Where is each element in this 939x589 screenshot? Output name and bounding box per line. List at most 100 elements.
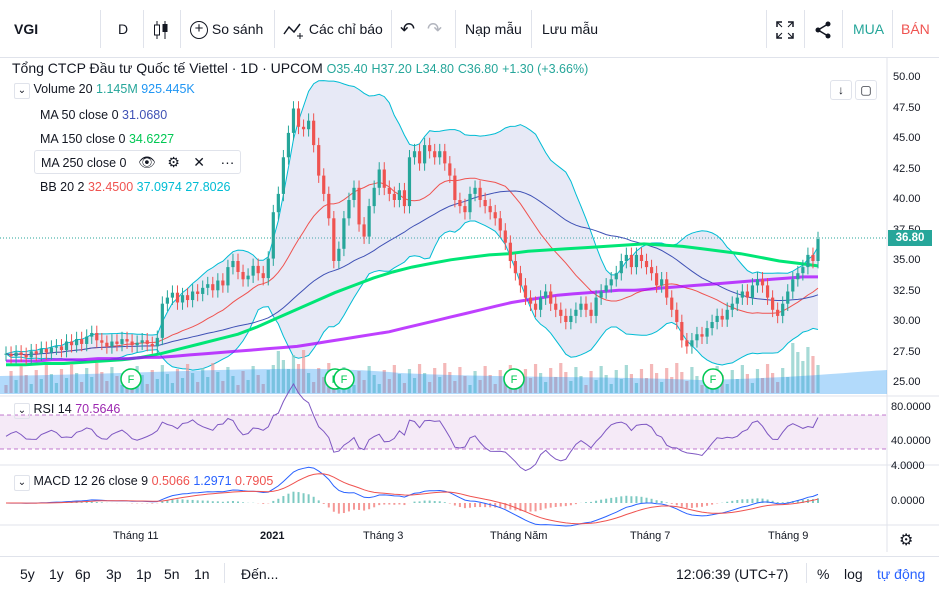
macd-histogram-bar bbox=[438, 501, 441, 503]
macd-histogram-bar bbox=[574, 503, 577, 505]
volume-bar bbox=[362, 380, 366, 393]
buy-button[interactable]: MUA bbox=[853, 21, 885, 37]
macd-histogram-bar bbox=[90, 501, 93, 503]
event-label: F bbox=[511, 374, 518, 386]
candle-body bbox=[276, 193, 280, 213]
candle-body bbox=[564, 315, 568, 322]
price-axis[interactable]: 50.0047.5045.0042.5040.0037.5035.0032.50… bbox=[888, 58, 939, 396]
chart-type-button[interactable] bbox=[152, 14, 170, 44]
event-label: F bbox=[710, 374, 717, 386]
more-icon[interactable]: ··· bbox=[220, 154, 235, 170]
range-5d[interactable]: 5n bbox=[164, 566, 180, 582]
rsi-axis[interactable]: 80.0000 40.0000 bbox=[891, 401, 931, 447]
collapse-legend-icon[interactable]: ⌄ bbox=[14, 83, 30, 99]
candle-body bbox=[665, 279, 669, 298]
legend-ma250[interactable]: MA 250 close 0 👁 ⚙ ✕ ··· bbox=[34, 150, 242, 174]
eye-icon[interactable]: 👁 bbox=[137, 154, 156, 170]
volume-bar bbox=[549, 368, 553, 393]
rsi-label: RSI 14 bbox=[33, 402, 72, 416]
macd-axis[interactable]: 4.0000 0.0000 bbox=[891, 460, 925, 507]
interval-button[interactable]: D bbox=[118, 21, 129, 37]
ohlc-high: H37.20 bbox=[371, 62, 412, 76]
undo-button[interactable]: ↶ bbox=[400, 19, 416, 39]
range-1m[interactable]: 1p bbox=[136, 566, 152, 582]
fullscreen-button[interactable] bbox=[776, 14, 794, 44]
ma250-line bbox=[6, 275, 818, 363]
macd-histogram-bar bbox=[347, 503, 350, 512]
candle-body bbox=[291, 108, 296, 133]
indicators-button[interactable]: Các chỉ báo bbox=[283, 14, 383, 44]
candle-body bbox=[397, 190, 401, 200]
volume-bar bbox=[493, 384, 497, 393]
volume-bar bbox=[251, 366, 255, 393]
candle-body bbox=[201, 287, 205, 294]
chart-area[interactable]: FFFFF 50.0047.5045.0042.5040.0037.5035.0… bbox=[0, 58, 939, 552]
candle-body bbox=[544, 291, 548, 298]
chart-canvas[interactable]: FFFFF bbox=[0, 58, 939, 552]
macd-histogram-bar bbox=[670, 503, 673, 504]
save-template-button[interactable]: Lưu mẫu bbox=[542, 21, 599, 37]
share-button[interactable] bbox=[814, 14, 832, 44]
candle-body bbox=[811, 254, 815, 261]
candle-body bbox=[634, 254, 639, 268]
legend-ma50[interactable]: MA 50 close 0 31.0680 bbox=[40, 108, 167, 122]
collapse-macd-icon[interactable]: ⌄ bbox=[14, 475, 30, 491]
candle-body bbox=[342, 218, 346, 249]
macd-histogram-bar bbox=[564, 503, 567, 507]
volume-value: 1.145M bbox=[96, 82, 138, 96]
macd-histogram-bar bbox=[242, 502, 245, 503]
range-5y[interactable]: 5y bbox=[20, 566, 35, 582]
rsi-legend[interactable]: ⌄ RSI 14 70.5646 bbox=[14, 402, 120, 419]
compare-button[interactable]: + So sánh bbox=[190, 14, 263, 44]
separator bbox=[180, 10, 181, 48]
chart-settings-icon[interactable]: ⚙ bbox=[899, 532, 914, 549]
candle-body bbox=[64, 341, 69, 351]
macd-histogram-bar bbox=[393, 503, 396, 505]
macd-histogram-bar bbox=[645, 497, 648, 503]
volume-bar bbox=[634, 383, 639, 393]
range-1y[interactable]: 1y bbox=[49, 566, 64, 582]
pane-down-button[interactable]: ↓ bbox=[830, 80, 852, 100]
range-3m[interactable]: 3p bbox=[106, 566, 122, 582]
candle-body bbox=[473, 187, 477, 194]
candle-body bbox=[155, 337, 159, 347]
auto-toggle[interactable]: tự động bbox=[877, 566, 926, 582]
collapse-rsi-icon[interactable]: ⌄ bbox=[14, 403, 30, 419]
close-icon[interactable]: ✕ bbox=[193, 154, 205, 170]
macd-legend[interactable]: ⌄ MACD 12 26 close 9 0.5066 1.2971 0.790… bbox=[14, 474, 273, 491]
volume-bar bbox=[614, 370, 618, 393]
macd-histogram-bar bbox=[801, 499, 804, 503]
volume-bar bbox=[801, 361, 805, 393]
bb-upper-line bbox=[5, 80, 819, 355]
goto-date-button[interactable]: Đến... bbox=[241, 566, 279, 582]
volume-bar bbox=[448, 372, 452, 393]
candle-body bbox=[170, 292, 175, 298]
clock[interactable]: 12:06:39 (UTC+7) bbox=[676, 566, 789, 582]
price-tick: 25.00 bbox=[893, 376, 921, 388]
volume-bar bbox=[14, 380, 18, 393]
macd-histogram-bar bbox=[161, 501, 164, 503]
sell-button[interactable]: BÁN bbox=[901, 21, 930, 37]
macd-histogram-bar bbox=[342, 503, 345, 514]
legend-volume[interactable]: ⌄ Volume 20 1.145M 925.445K bbox=[14, 82, 195, 99]
fullscreen-icon bbox=[776, 21, 794, 40]
legend-ma150[interactable]: MA 150 close 0 34.6227 bbox=[40, 132, 174, 146]
event-marker bbox=[120, 368, 142, 390]
range-6m[interactable]: 6p bbox=[75, 566, 91, 582]
candle-body bbox=[54, 346, 59, 348]
volume-bar bbox=[291, 355, 296, 393]
percent-toggle[interactable]: % bbox=[817, 566, 830, 582]
redo-button[interactable]: ↷ bbox=[427, 19, 443, 39]
load-template-button[interactable]: Nạp mẫu bbox=[465, 21, 522, 37]
legend-bb[interactable]: BB 20 2 32.4500 37.0974 27.8026 bbox=[40, 180, 231, 194]
candle-body bbox=[801, 267, 805, 274]
settings-icon[interactable]: ⚙ bbox=[167, 154, 180, 170]
macd-histogram-bar bbox=[151, 503, 154, 504]
range-1d[interactable]: 1n bbox=[194, 566, 210, 582]
time-axis[interactable]: Tháng 11 2021 Tháng 3 Tháng Năm Tháng 7 … bbox=[0, 530, 887, 552]
pane-maximize-button[interactable]: ▢ bbox=[855, 80, 877, 100]
volume-bar bbox=[256, 375, 260, 393]
candle-body bbox=[337, 248, 341, 261]
symbol-search[interactable]: VGI bbox=[14, 21, 39, 37]
log-toggle[interactable]: log bbox=[844, 566, 863, 582]
